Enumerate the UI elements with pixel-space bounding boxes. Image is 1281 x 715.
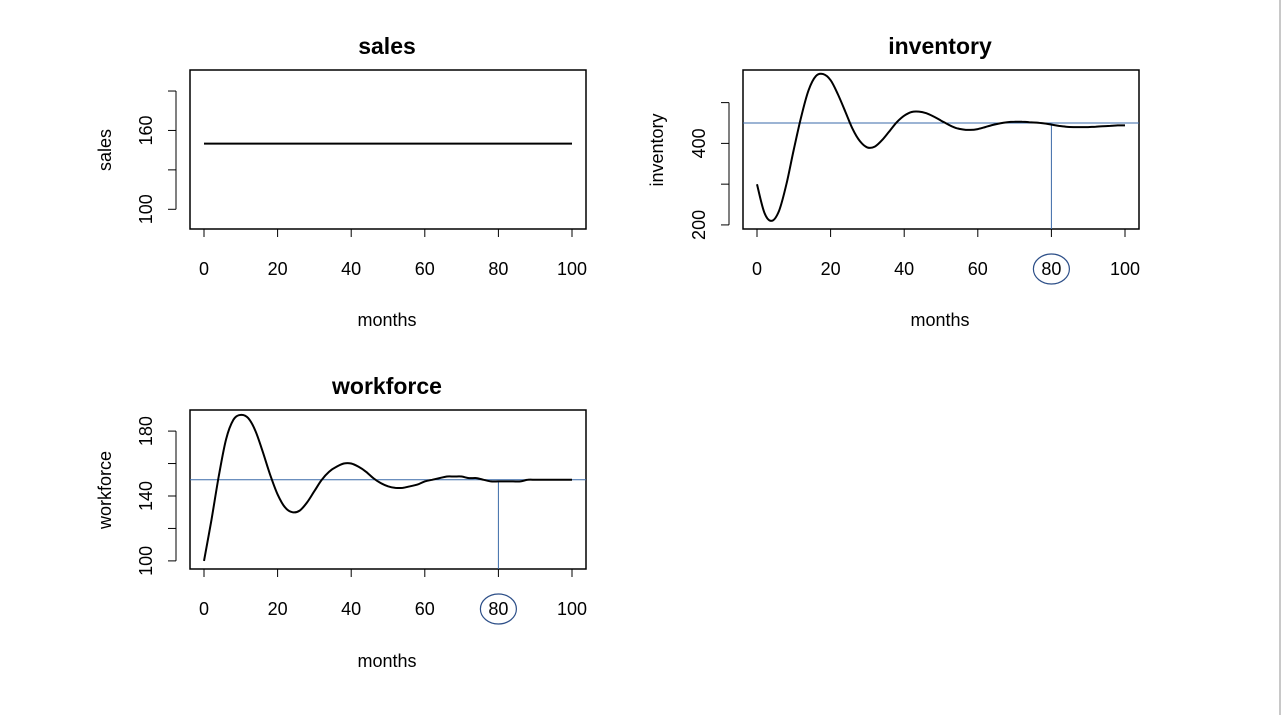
sales-plot-frame	[189, 69, 587, 230]
sales-y-tick-label: 160	[136, 115, 156, 145]
sales-chart-title: sales	[358, 33, 416, 59]
sales-x-tick-label: 100	[557, 259, 587, 279]
inventory-panel: inventory months inventory 0 20 40 60 80 100 2…	[647, 33, 1140, 330]
inventory-plot-frame	[742, 69, 1140, 230]
sales-x-tick-label: 20	[268, 259, 288, 279]
inventory-y-axis-label: inventory	[647, 113, 667, 186]
workforce-plot-frame	[189, 409, 587, 570]
sales-panel: sales months sales 0 20 40 60 80 100 100 160	[95, 33, 587, 330]
inventory-highlight-circle	[1032, 253, 1071, 285]
inventory-x-tick-label: 0	[752, 259, 762, 279]
inventory-x-tick-label: 80	[1041, 259, 1061, 279]
workforce-x-tick-label: 0	[199, 599, 209, 619]
sales-x-tick-label: 0	[199, 259, 209, 279]
workforce-chart-title: workforce	[331, 373, 442, 399]
workforce-x-axis-label: months	[357, 651, 416, 671]
workforce-y-tick-label: 140	[136, 481, 156, 511]
inventory-x-axis-label: months	[910, 310, 969, 330]
sales-x-tick-label: 80	[488, 259, 508, 279]
sales-x-axis-label: months	[357, 310, 416, 330]
workforce-x-tick-label: 100	[557, 599, 587, 619]
inventory-y-tick-label: 200	[689, 210, 709, 240]
workforce-series-line	[203, 413, 572, 562]
inventory-chart-title: inventory	[888, 33, 992, 59]
inventory-y-tick-label: 400	[689, 128, 709, 158]
inventory-x-tick-label: 20	[821, 259, 841, 279]
workforce-x-tick-label: 80	[488, 599, 508, 619]
window-edge	[1279, 0, 1281, 715]
workforce-y-axis-label: workforce	[95, 451, 115, 530]
workforce-y-tick-label: 180	[136, 416, 156, 446]
inventory-x-tick-label: 40	[894, 259, 914, 279]
sales-y-axis-label: sales	[95, 129, 115, 171]
workforce-y-tick-label: 100	[136, 546, 156, 576]
inventory-series-line	[756, 72, 1125, 222]
sales-y-tick-label: 100	[136, 194, 156, 224]
sales-x-tick-label: 60	[415, 259, 435, 279]
workforce-panel: workforce months workforce 0 20 40 60 80 100 1…	[95, 373, 587, 671]
workforce-x-tick-label: 40	[341, 599, 361, 619]
workforce-x-tick-label: 20	[268, 599, 288, 619]
sales-x-tick-label: 40	[341, 259, 361, 279]
workforce-highlight-circle	[479, 593, 517, 625]
workforce-x-tick-label: 60	[415, 599, 435, 619]
inventory-x-tick-label: 60	[968, 259, 988, 279]
inventory-x-tick-label: 100	[1110, 259, 1140, 279]
